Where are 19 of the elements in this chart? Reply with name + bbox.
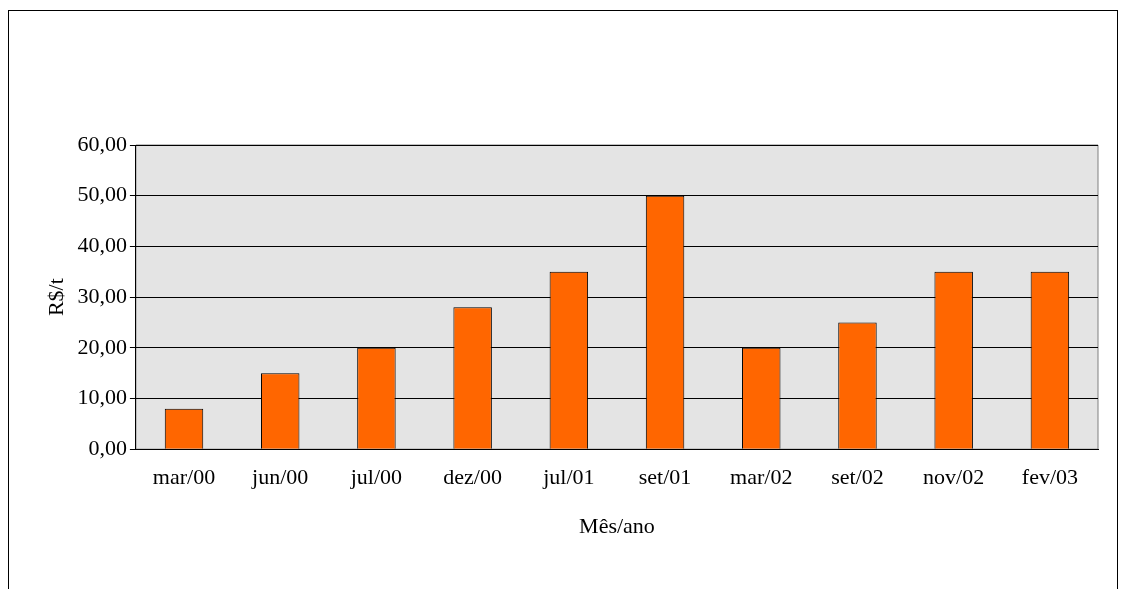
y-tick-label: 50,00 — [77, 181, 127, 207]
x-tick-label: set/01 — [638, 464, 692, 490]
x-tick-label: fev/03 — [1021, 464, 1078, 490]
x-tick-label: jul/00 — [349, 464, 403, 490]
x-tick-label: mar/02 — [730, 464, 793, 490]
x-tick-label: jul/01 — [542, 464, 595, 490]
x-tick-label: dez/00 — [443, 464, 502, 490]
x-tick-label: mar/00 — [152, 464, 216, 490]
y-tick-label: 20,00 — [77, 333, 127, 359]
x-tick-label: nov/02 — [923, 464, 985, 490]
y-axis-title: R$/t — [42, 278, 68, 317]
y-tick-label: 40,00 — [77, 232, 127, 258]
x-axis-title: Mês/ano — [579, 512, 655, 538]
y-tick-label: 10,00 — [77, 384, 127, 410]
x-tick-label: set/02 — [831, 464, 884, 490]
y-tick-label: 30,00 — [77, 282, 127, 308]
y-tick-label: 0,00 — [88, 434, 127, 460]
x-tick-label: jun/00 — [251, 464, 309, 490]
y-tick-label: 60,00 — [77, 130, 127, 156]
